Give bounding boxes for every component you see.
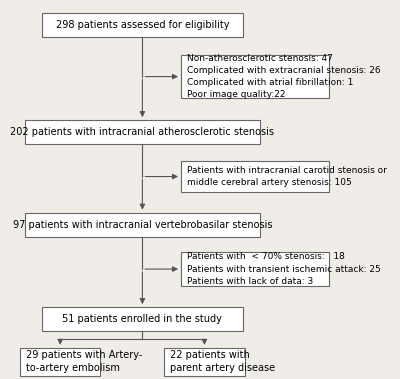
FancyBboxPatch shape: [25, 120, 260, 144]
Text: 22 patients with
parent artery disease: 22 patients with parent artery disease: [170, 350, 275, 373]
FancyBboxPatch shape: [181, 252, 328, 286]
Text: Patients with intracranial carotid stenosis or
middle cerebral artery stenosis: : Patients with intracranial carotid steno…: [187, 166, 387, 187]
Text: 97 patients with intracranial vertebrobasilar stenosis: 97 patients with intracranial vertebroba…: [13, 220, 272, 230]
Text: 29 patients with Artery-
to-artery embolism: 29 patients with Artery- to-artery embol…: [26, 350, 142, 373]
Text: Non-atherosclerotic stenosis: 47
Complicated with extracranial stenosis: 26
Comp: Non-atherosclerotic stenosis: 47 Complic…: [187, 54, 381, 99]
FancyBboxPatch shape: [20, 348, 100, 376]
FancyBboxPatch shape: [164, 348, 245, 376]
Text: 51 patients enrolled in the study: 51 patients enrolled in the study: [62, 314, 222, 324]
FancyBboxPatch shape: [25, 213, 260, 237]
FancyBboxPatch shape: [42, 307, 243, 331]
Text: 298 patients assessed for eligibility: 298 patients assessed for eligibility: [56, 20, 229, 30]
Text: Patients with  < 70% stenosis:   18
Patients with transient ischemic attack: 25
: Patients with < 70% stenosis: 18 Patient…: [187, 252, 381, 286]
FancyBboxPatch shape: [42, 13, 243, 37]
FancyBboxPatch shape: [181, 161, 328, 192]
Text: 202 patients with intracranial atherosclerotic stenosis: 202 patients with intracranial atheroscl…: [10, 127, 274, 137]
FancyBboxPatch shape: [181, 55, 328, 98]
